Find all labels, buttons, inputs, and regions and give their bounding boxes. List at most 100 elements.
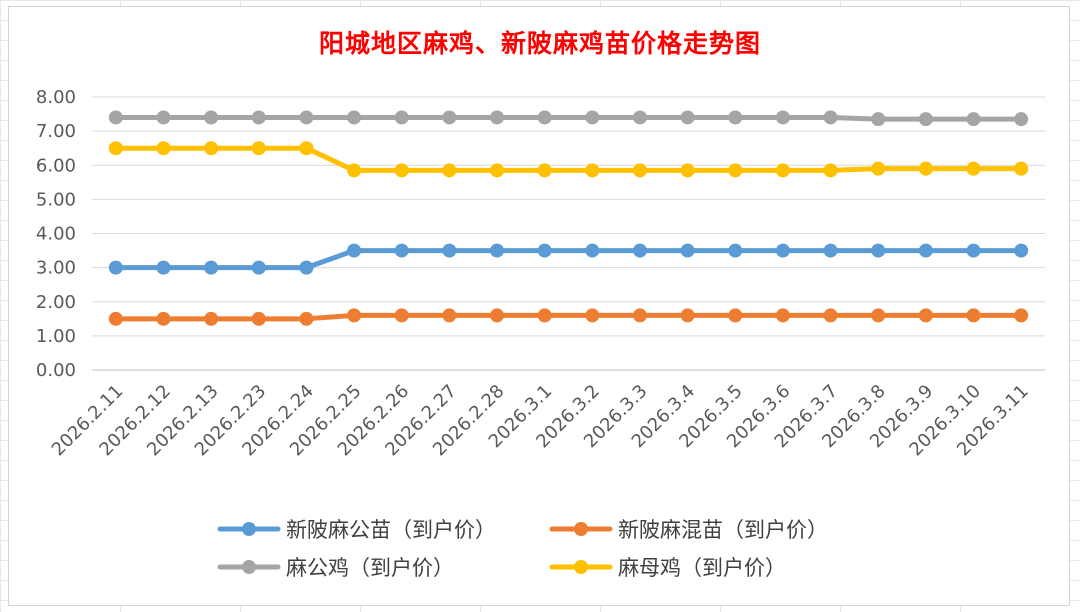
legend-label: 新陂麻混苗（到户价） — [618, 518, 828, 542]
data-point — [1014, 243, 1029, 258]
data-point — [775, 110, 790, 125]
data-point — [490, 110, 505, 125]
data-point — [823, 243, 838, 258]
data-point — [490, 163, 505, 178]
data-point — [442, 163, 457, 178]
data-point — [728, 308, 743, 323]
data-point — [585, 308, 600, 323]
data-point — [299, 110, 314, 125]
series-line-2 — [113, 312, 1024, 322]
data-point — [490, 308, 505, 323]
y-tick-label: 8.00 — [36, 87, 76, 108]
data-point — [347, 308, 362, 323]
data-point — [966, 161, 981, 176]
data-point — [394, 243, 409, 258]
data-point — [394, 308, 409, 323]
y-tick-label: 4.00 — [36, 224, 76, 245]
data-point — [442, 110, 457, 125]
data-point — [775, 243, 790, 258]
data-point — [966, 112, 981, 127]
data-point — [680, 243, 695, 258]
data-point — [156, 110, 171, 125]
data-point — [204, 110, 219, 125]
data-point — [775, 163, 790, 178]
data-point — [585, 243, 600, 258]
data-point — [537, 243, 552, 258]
data-point — [632, 110, 647, 125]
data-point — [156, 260, 171, 275]
data-point — [108, 110, 123, 125]
data-point — [537, 308, 552, 323]
data-point — [871, 161, 886, 176]
data-point — [918, 161, 933, 176]
data-point — [251, 110, 266, 125]
data-point — [347, 110, 362, 125]
data-point — [108, 141, 123, 156]
data-point — [299, 141, 314, 156]
legend-swatch-marker — [574, 522, 588, 536]
y-tick-label: 6.00 — [36, 155, 76, 176]
data-point — [108, 311, 123, 326]
y-tick-label: 0.00 — [36, 360, 76, 381]
data-point — [680, 308, 695, 323]
data-point — [1014, 308, 1029, 323]
data-point — [442, 243, 457, 258]
data-point — [728, 110, 743, 125]
data-point — [299, 260, 314, 275]
data-point — [156, 311, 171, 326]
data-point — [537, 110, 552, 125]
y-tick-label: 7.00 — [36, 121, 76, 142]
data-point — [632, 243, 647, 258]
y-tick-label: 2.00 — [36, 292, 76, 313]
data-point — [1014, 112, 1029, 127]
data-point — [728, 163, 743, 178]
y-tick-label: 3.00 — [36, 258, 76, 279]
data-point — [251, 141, 266, 156]
data-point — [966, 308, 981, 323]
series-line-4 — [113, 145, 1024, 173]
data-point — [204, 260, 219, 275]
data-point — [632, 308, 647, 323]
chart-area[interactable] — [8, 6, 1070, 606]
data-point — [680, 110, 695, 125]
legend-swatch-marker — [242, 560, 256, 574]
data-point — [585, 163, 600, 178]
data-point — [918, 112, 933, 127]
y-tick-label: 5.00 — [36, 189, 76, 210]
data-point — [204, 311, 219, 326]
data-point — [918, 308, 933, 323]
legend-label: 麻母鸡（到户价） — [618, 556, 786, 580]
chart-title: 阳城地区麻鸡、新陂麻鸡苗价格走势图 — [318, 29, 761, 58]
y-tick-label: 1.00 — [36, 326, 76, 347]
legend-label: 新陂麻公苗（到户价） — [286, 518, 496, 542]
data-point — [1014, 161, 1029, 176]
data-point — [156, 141, 171, 156]
series-line-3 — [113, 114, 1024, 122]
data-point — [347, 243, 362, 258]
data-point — [251, 260, 266, 275]
data-point — [918, 243, 933, 258]
data-point — [728, 243, 743, 258]
legend-swatch-marker — [242, 522, 256, 536]
data-point — [442, 308, 457, 323]
data-point — [394, 110, 409, 125]
data-point — [108, 260, 123, 275]
legend-swatch-marker — [574, 560, 588, 574]
data-point — [823, 110, 838, 125]
data-point — [871, 308, 886, 323]
series-line-1 — [113, 248, 1024, 271]
data-point — [347, 163, 362, 178]
data-point — [204, 141, 219, 156]
data-point — [680, 163, 695, 178]
data-point — [299, 311, 314, 326]
data-point — [823, 163, 838, 178]
data-point — [585, 110, 600, 125]
data-point — [251, 311, 266, 326]
legend-label: 麻公鸡（到户价） — [286, 556, 454, 580]
data-point — [966, 243, 981, 258]
data-point — [490, 243, 505, 258]
data-point — [871, 112, 886, 127]
data-point — [394, 163, 409, 178]
data-point — [871, 243, 886, 258]
